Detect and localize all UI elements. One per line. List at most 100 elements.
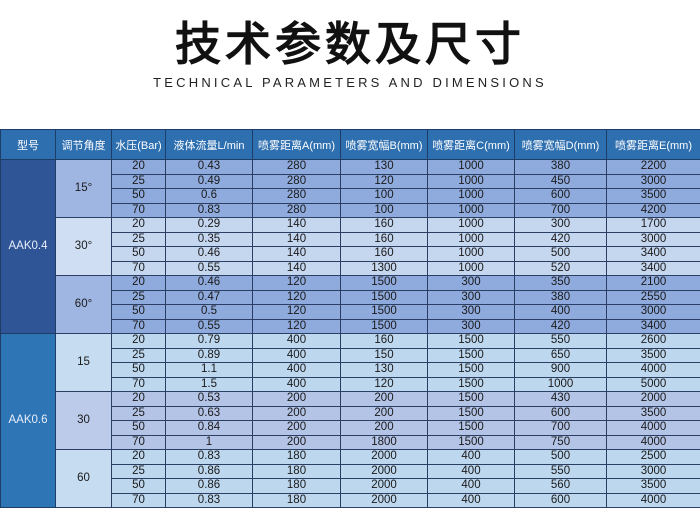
table-cell: 1000	[427, 202, 515, 218]
table-cell: 0.86	[165, 478, 253, 494]
table-row: 25 0.49 280 120 1000 450 3000	[1, 173, 700, 189]
table-cell: 25	[111, 463, 166, 479]
table-cell: 120	[340, 376, 428, 392]
table-cell: 200	[252, 391, 341, 407]
angle-cell: 15°	[55, 159, 112, 218]
table-cell: 4200	[606, 202, 700, 218]
table-cell: 2000	[340, 449, 428, 465]
table-cell: 2600	[606, 333, 700, 349]
table-cell: 0.53	[165, 391, 253, 407]
table-cell: 400	[427, 449, 515, 465]
table-cell: 20	[111, 275, 166, 291]
column-header: 喷雾宽幅D(mm)	[514, 129, 607, 160]
table-cell: 400	[427, 492, 515, 508]
table-cell: 2000	[606, 391, 700, 407]
table-cell: 1000	[427, 246, 515, 262]
table-cell: 350	[514, 275, 607, 291]
table-cell: 160	[340, 217, 428, 233]
table-cell: 300	[427, 318, 515, 334]
table-cell: 25	[111, 289, 166, 305]
table-cell: 0.63	[165, 405, 253, 421]
table-cell: 0.84	[165, 420, 253, 436]
table-cell: 750	[514, 434, 607, 450]
table-cell: 400	[427, 463, 515, 479]
table-cell: 3000	[606, 231, 700, 247]
table-row: 25 0.47 120 1500 300 380 2550	[1, 289, 700, 305]
table-cell: 700	[514, 202, 607, 218]
table-row: 50 0.6 280 100 1000 600 3500	[1, 188, 700, 204]
table-cell: 50	[111, 478, 166, 494]
table-cell: 1500	[427, 434, 515, 450]
table-cell: 0.5	[165, 304, 253, 320]
table-row: AAK0.4 15° 20 0.43 280 130 1000 380 2200	[0, 159, 700, 334]
table-cell: 120	[252, 304, 341, 320]
angle-cell: 60	[55, 449, 112, 508]
table-cell: 3000	[606, 173, 700, 189]
table-cell: 0.79	[165, 333, 253, 349]
table-cell: 550	[514, 333, 607, 349]
table-row: 70 0.55 140 1300 1000 520 3400	[1, 260, 700, 276]
table-cell: 1000	[427, 260, 515, 276]
table-cell: 300	[427, 275, 515, 291]
table-cell: 2100	[606, 275, 700, 291]
table-cell: 2000	[340, 478, 428, 494]
table-cell: 3400	[606, 318, 700, 334]
table-cell: 0.6	[165, 188, 253, 204]
table-cell: 280	[252, 188, 341, 204]
table-cell: 1500	[340, 275, 428, 291]
table-cell: 50	[111, 362, 166, 378]
table-cell: 450	[514, 173, 607, 189]
angle-cell: 30	[55, 391, 112, 450]
table-cell: 1500	[427, 362, 515, 378]
table-cell: 400	[252, 376, 341, 392]
table-cell: 140	[252, 260, 341, 276]
table-cell: 1500	[340, 289, 428, 305]
table-row: 30° 20 0.29 140 160 1000 300 1700	[1, 217, 700, 276]
table-cell: 150	[340, 347, 428, 363]
table-cell: 25	[111, 405, 166, 421]
table-cell: 3000	[606, 304, 700, 320]
table-cell: 1500	[427, 333, 515, 349]
table-cell: 160	[340, 333, 428, 349]
table-cell: 0.83	[165, 449, 253, 465]
table-cell: 2550	[606, 289, 700, 305]
table-cell: 140	[252, 231, 341, 247]
table-cell: 5000	[606, 376, 700, 392]
table-cell: 4000	[606, 492, 700, 508]
table-cell: 0.46	[165, 275, 253, 291]
table-row: 25 0.86 180 2000 400 550 3000	[1, 463, 700, 479]
column-header: 喷雾宽幅B(mm)	[340, 129, 428, 160]
table-cell: 420	[514, 231, 607, 247]
table-cell: 1500	[427, 420, 515, 436]
table-cell: 400	[252, 333, 341, 349]
table-cell: 20	[111, 391, 166, 407]
table-cell: 160	[340, 231, 428, 247]
table-cell: 140	[252, 246, 341, 262]
table-header-row: 型号 调节角度 水压(Bar) 液体流量L/min 喷雾距离A(mm) 喷雾宽幅B(mm)…	[0, 129, 700, 160]
table-cell: 2500	[606, 449, 700, 465]
table-cell: 0.89	[165, 347, 253, 363]
table-row: 50 1.1 400 130 1500 900 4000	[1, 362, 700, 378]
table-cell: 200	[340, 405, 428, 421]
table-cell: 160	[340, 246, 428, 262]
table-cell: 900	[514, 362, 607, 378]
table-row: 50 0.86 180 2000 400 560 3500	[1, 478, 700, 494]
table-cell: 200	[252, 434, 341, 450]
table-row: 60 20 0.83 180 2000 400 500 2500	[1, 449, 700, 508]
table-cell: 300	[427, 289, 515, 305]
table-cell: 0.43	[165, 159, 253, 175]
table-cell: 50	[111, 420, 166, 436]
table-row: 70 0.83 280 100 1000 700 4200	[1, 202, 700, 218]
spec-table: 型号 调节角度 水压(Bar) 液体流量L/min 喷雾距离A(mm) 喷雾宽幅B(mm)…	[0, 129, 700, 508]
table-cell: 200	[340, 420, 428, 436]
table-row: 50 0.84 200 200 1500 700 4000	[1, 420, 700, 436]
table-cell: 2200	[606, 159, 700, 175]
table-cell: 300	[514, 217, 607, 233]
table-cell: 280	[252, 173, 341, 189]
table-row: 70 1 200 1800 1500 750 4000	[1, 434, 700, 450]
table-cell: 600	[514, 492, 607, 508]
page-subtitle: TECHNICAL PARAMETERS AND DIMENSIONS	[153, 75, 547, 90]
table-cell: 3400	[606, 246, 700, 262]
table-cell: 560	[514, 478, 607, 494]
table-cell: 280	[252, 202, 341, 218]
